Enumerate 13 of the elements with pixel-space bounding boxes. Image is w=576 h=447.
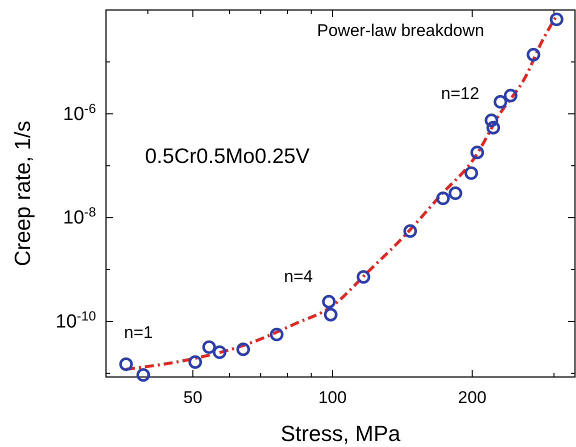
x-axis-title: Stress, MPa <box>280 421 402 446</box>
x-tick-label: 200 <box>458 388 486 408</box>
x-tick-label: 100 <box>318 388 347 408</box>
x-tick-label: 50 <box>183 388 202 408</box>
annotation: n=4 <box>284 267 313 286</box>
annotation: 0.5Cr0.5Mo0.25V <box>145 144 310 168</box>
annotation: n=1 <box>124 323 153 342</box>
y-tick-label: 10$^{-6}$ <box>63 100 96 125</box>
y-tick-label: 10$^{-10}$ <box>56 308 96 333</box>
annotation: Power-law breakdown <box>317 21 484 40</box>
y-axis-title: Creep rate, 1/s <box>10 120 35 266</box>
y-tick-label: 10$^{-8}$ <box>63 204 96 229</box>
annotation: n=12 <box>441 84 480 104</box>
